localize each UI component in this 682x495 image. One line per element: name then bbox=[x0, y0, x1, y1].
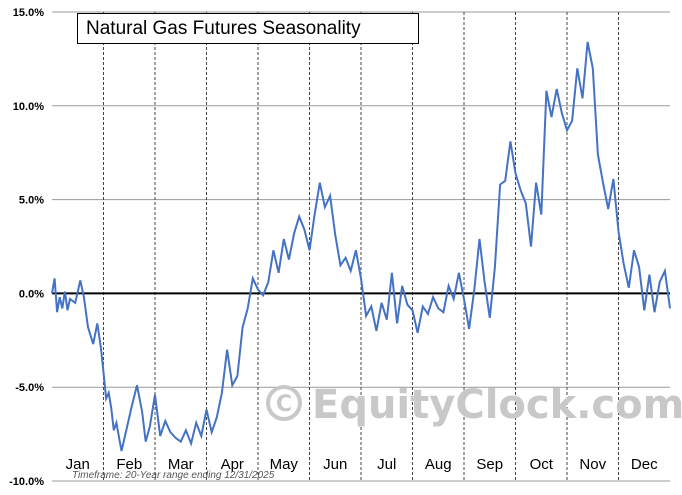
x-tick-label: Jan bbox=[66, 456, 90, 473]
x-tick-label: May bbox=[270, 456, 299, 473]
y-axis-tick-labels: 15.0% 10.0% 5.0% 0.0% -5.0% -10.0% bbox=[9, 7, 44, 488]
x-tick-label: Sep bbox=[476, 456, 503, 473]
watermark-group: C EquityClock.com bbox=[266, 382, 682, 428]
y-tick-label: -5.0% bbox=[15, 382, 44, 394]
y-tick-label: 10.0% bbox=[13, 101, 44, 113]
x-tick-label: Jul bbox=[377, 456, 396, 473]
seasonality-series-line bbox=[51, 41, 671, 452]
x-tick-label: Apr bbox=[221, 456, 244, 473]
y-tick-label: 0.0% bbox=[19, 288, 44, 300]
x-axis-tick-labels: Jan Feb Mar Apr May Jun Jul Aug Sep Oct Nov Dec bbox=[66, 456, 658, 473]
x-tick-label: Feb bbox=[116, 456, 142, 473]
y-tick-label: 15.0% bbox=[13, 7, 44, 19]
copyright-icon bbox=[266, 385, 302, 421]
y-tick-label: 5.0% bbox=[19, 195, 44, 207]
chart-title: Natural Gas Futures Seasonality bbox=[77, 13, 419, 44]
x-tick-label: Aug bbox=[425, 456, 452, 473]
copyright-icon-glyph: C bbox=[276, 392, 292, 417]
x-tick-label: Mar bbox=[168, 456, 194, 473]
x-tick-label: Oct bbox=[530, 456, 554, 473]
watermark-text: EquityClock.com bbox=[312, 382, 682, 428]
x-tick-label: Jun bbox=[323, 456, 347, 473]
month-gridlines bbox=[103, 12, 619, 481]
y-tick-label: -10.0% bbox=[9, 476, 44, 488]
x-tick-label: Nov bbox=[579, 456, 606, 473]
timeframe-footnote: Timeframe: 20-Year range ending 12/31/20… bbox=[72, 470, 275, 481]
x-tick-label: Dec bbox=[631, 456, 658, 473]
